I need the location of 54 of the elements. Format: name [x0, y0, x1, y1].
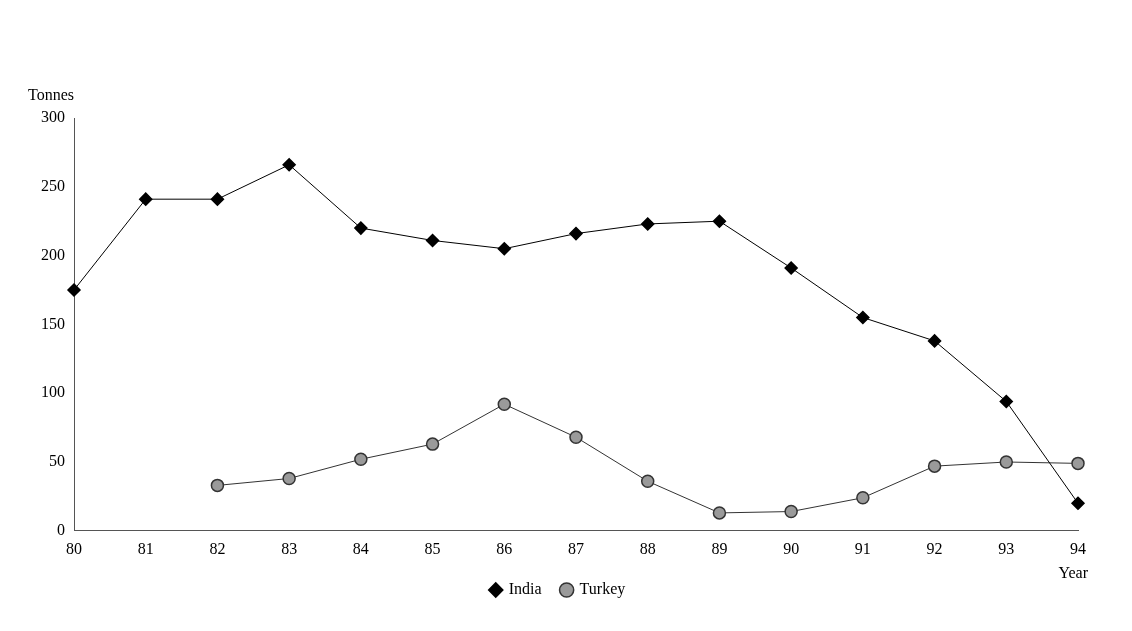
- legend-label: Turkey: [579, 580, 626, 599]
- point: [1071, 496, 1085, 511]
- x-tick-label: 87: [568, 539, 584, 557]
- x-tick-label: 91: [854, 539, 871, 557]
- y-axis-title: Tonnes: [28, 86, 74, 104]
- y-tick-label: 50: [49, 452, 65, 470]
- point: [210, 192, 225, 206]
- y-tick-label: 300: [41, 108, 65, 126]
- point: [138, 192, 153, 206]
- point: [927, 459, 942, 473]
- point: [856, 310, 870, 325]
- point: [497, 241, 512, 256]
- point: [999, 394, 1014, 409]
- point: [569, 226, 583, 241]
- point: [282, 158, 296, 172]
- y-tick-label: 0: [57, 521, 65, 538]
- point: [927, 334, 942, 348]
- x-tick-label: 94: [1070, 539, 1086, 557]
- y-tick-label: 200: [41, 245, 65, 263]
- x-tick-label: 88: [639, 539, 656, 557]
- point: [784, 261, 798, 275]
- x-tick-label: 82: [209, 539, 226, 557]
- x-tick-label: 92: [926, 539, 943, 557]
- x-tick-label: 81: [137, 539, 154, 557]
- point: [425, 233, 440, 248]
- point: [425, 437, 440, 451]
- x-tick-label: 85: [424, 539, 441, 557]
- point: [354, 221, 368, 235]
- x-tick-label: 80: [66, 539, 82, 557]
- legend-label: India: [508, 580, 542, 598]
- point: [1071, 456, 1085, 471]
- x-tick-label: 89: [711, 539, 728, 557]
- y-tick-label: 100: [41, 383, 65, 401]
- point: [210, 478, 225, 493]
- point: [640, 474, 655, 489]
- point: [856, 491, 870, 505]
- point: [784, 504, 798, 519]
- x-tick-label: 93: [998, 539, 1015, 557]
- point: [712, 214, 727, 228]
- y-tick-label: 150: [41, 314, 65, 332]
- point: [712, 506, 727, 520]
- x-axis-title: Year: [1058, 564, 1089, 582]
- point: [354, 452, 368, 466]
- point: [282, 471, 296, 486]
- x-tick-label: 83: [281, 539, 298, 557]
- point: [569, 430, 583, 444]
- y-tick-label: 250: [41, 177, 65, 194]
- point: [67, 283, 81, 297]
- x-tick-label: 90: [783, 539, 800, 557]
- point: [497, 397, 512, 411]
- point: [999, 455, 1014, 469]
- point: [640, 217, 655, 231]
- x-tick-label: 84: [352, 539, 369, 557]
- x-tick-label: 86: [496, 539, 513, 557]
